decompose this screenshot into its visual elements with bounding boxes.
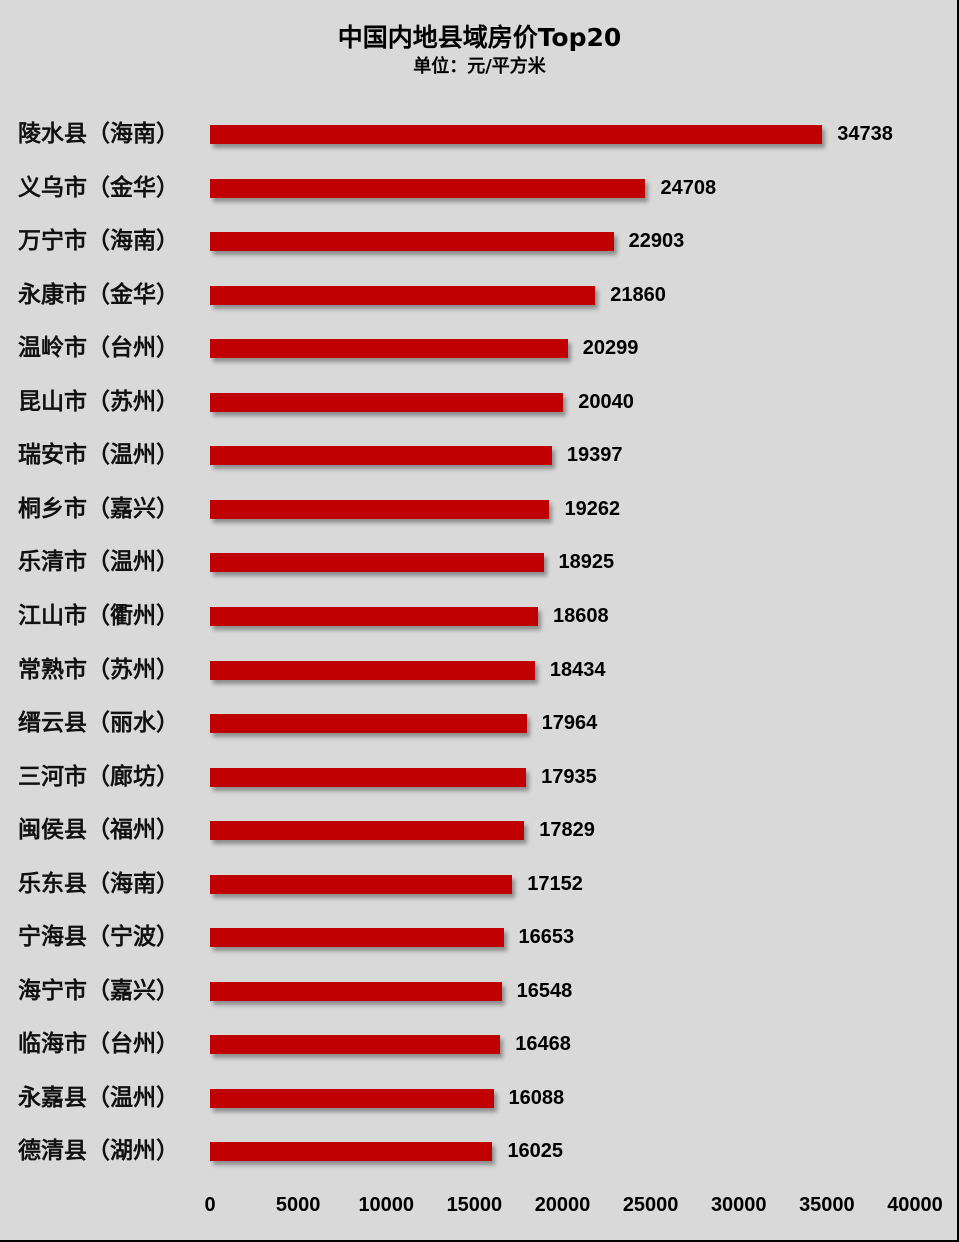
bar xyxy=(210,606,538,626)
bar-row: 永嘉县（温州） 16088 xyxy=(0,1083,959,1113)
bar-row: 乐清市（温州） 18925 xyxy=(0,547,959,577)
category-label: 常熟市（苏州） xyxy=(18,656,179,683)
bar xyxy=(210,660,535,680)
category-label: 永康市（金华） xyxy=(18,281,179,308)
bar-row: 江山市（衢州） 18608 xyxy=(0,601,959,631)
bar xyxy=(210,821,525,841)
x-tick-label: 25000 xyxy=(622,1194,679,1216)
bar xyxy=(210,553,544,573)
value-label: 34738 xyxy=(837,123,893,145)
bar-row: 宁海县（宁波） 16653 xyxy=(0,922,959,952)
value-label: 18608 xyxy=(552,604,609,627)
value-label: 16548 xyxy=(516,979,573,1002)
bar xyxy=(210,767,527,787)
x-tick-label: 15000 xyxy=(446,1194,503,1216)
bar xyxy=(210,499,550,519)
category-label: 乐东县（海南） xyxy=(18,870,179,897)
bar xyxy=(210,446,552,466)
value-label: 20040 xyxy=(578,390,634,413)
bar xyxy=(210,714,527,734)
value-label: 16653 xyxy=(518,926,575,949)
value-label: 17964 xyxy=(541,712,598,735)
value-label: 24708 xyxy=(660,176,717,199)
bar xyxy=(210,981,502,1001)
bar-row: 温岭市（台州） 20299 xyxy=(0,333,959,363)
bar-row: 桐乡市（嘉兴） 19262 xyxy=(0,494,959,524)
bar xyxy=(210,285,596,305)
bar xyxy=(210,928,504,948)
bar xyxy=(210,1142,493,1162)
value-label: 17152 xyxy=(527,872,583,895)
category-label: 宁海县（宁波） xyxy=(18,924,179,951)
chart-title: 中国内地县域房价Top20 xyxy=(337,23,622,52)
value-label: 17935 xyxy=(541,765,597,788)
category-label: 临海市（台州） xyxy=(18,1031,179,1058)
category-label: 乐清市（温州） xyxy=(18,549,179,576)
value-label: 16025 xyxy=(507,1140,564,1163)
value-label: 18434 xyxy=(549,658,606,681)
value-label: 18925 xyxy=(558,551,615,574)
bar-row: 乐东县（海南） 17152 xyxy=(0,869,959,899)
value-label: 20299 xyxy=(582,337,639,360)
category-label: 瑞安市（温州） xyxy=(18,442,179,469)
bar-row: 陵水县（海南） 34738 xyxy=(0,119,959,149)
bar-row: 万宁市（海南） 22903 xyxy=(0,226,959,256)
category-label: 桐乡市（嘉兴） xyxy=(18,495,179,522)
bar-row: 闽侯县（福州） 17829 xyxy=(0,815,959,845)
category-label: 闽侯县（福州） xyxy=(18,817,179,844)
bar-row: 德清县（湖州） 16025 xyxy=(0,1136,959,1166)
value-label: 16468 xyxy=(515,1033,571,1056)
bar xyxy=(210,392,564,412)
bar-row: 临海市（台州） 16468 xyxy=(0,1029,959,1059)
bar-row: 瑞安市（温州） 19397 xyxy=(0,440,959,470)
x-tick-label: 5000 xyxy=(275,1194,321,1216)
x-tick-label: 35000 xyxy=(799,1194,855,1216)
bar-row: 海宁市（嘉兴） 16548 xyxy=(0,976,959,1006)
bar xyxy=(210,178,646,198)
category-label: 永嘉县（温州） xyxy=(18,1084,179,1111)
category-label: 江山市（衢州） xyxy=(18,602,179,629)
bar-row: 永康市（金华） 21860 xyxy=(0,280,959,310)
category-label: 昆山市（苏州） xyxy=(18,388,179,415)
bar xyxy=(210,1088,494,1108)
category-label: 三河市（廊坊） xyxy=(18,763,179,790)
category-label: 万宁市（海南） xyxy=(18,228,179,255)
value-label: 17829 xyxy=(539,819,595,842)
bar-row: 昆山市（苏州） 20040 xyxy=(0,387,959,417)
bar-row: 缙云县（丽水） 17964 xyxy=(0,708,959,738)
value-label: 16088 xyxy=(508,1086,565,1109)
bar-row: 三河市（廊坊） 17935 xyxy=(0,762,959,792)
bar xyxy=(210,339,568,359)
value-label: 22903 xyxy=(628,230,685,253)
x-tick-label: 20000 xyxy=(534,1194,591,1216)
category-label: 缙云县（丽水） xyxy=(18,710,179,737)
x-tick-label: 30000 xyxy=(710,1194,767,1216)
bar xyxy=(210,874,513,894)
bar xyxy=(210,125,823,144)
bar-row: 义乌市（金华） 24708 xyxy=(0,173,959,203)
bar xyxy=(210,1035,501,1055)
category-label: 德清县（湖州） xyxy=(18,1138,179,1165)
bar xyxy=(210,232,614,252)
value-label: 19397 xyxy=(566,444,623,467)
value-label: 21860 xyxy=(610,283,666,306)
value-label: 19262 xyxy=(564,497,621,520)
category-label: 陵水县（海南） xyxy=(18,121,179,147)
x-tick-label: 40000 xyxy=(887,1194,943,1216)
category-label: 义乌市（金华） xyxy=(18,174,179,201)
category-label: 温岭市（台州） xyxy=(18,335,179,362)
bar-row: 常熟市（苏州） 18434 xyxy=(0,655,959,685)
x-tick-label: 0 xyxy=(204,1194,216,1216)
x-tick-label: 10000 xyxy=(358,1194,415,1216)
chart-subtitle: 单位：元/平方米 xyxy=(413,56,546,77)
category-label: 海宁市（嘉兴） xyxy=(18,977,179,1004)
